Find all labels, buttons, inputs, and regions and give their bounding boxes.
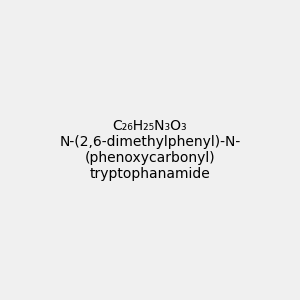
Text: C₂₆H₂₅N₃O₃
N-(2,6-dimethylphenyl)-N-
(phenoxycarbonyl)
tryptophanamide: C₂₆H₂₅N₃O₃ N-(2,6-dimethylphenyl)-N- (ph… [59, 119, 241, 181]
